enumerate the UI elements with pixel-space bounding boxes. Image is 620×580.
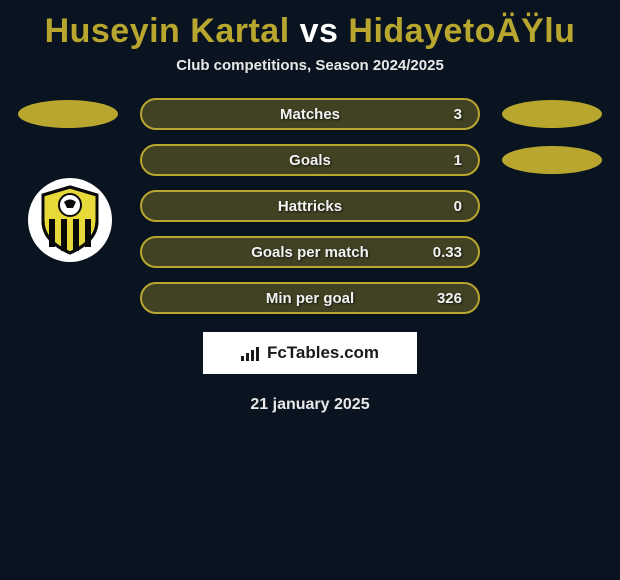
stat-row: Matches 3 [0, 98, 620, 130]
brand-box[interactable]: FcTables.com [203, 332, 417, 374]
left-pill-placeholder [18, 192, 118, 220]
comparison-title: Huseyin Kartal vs HidayetoÄŸlu [0, 0, 620, 57]
player2-name: HidayetoÄŸlu [348, 12, 575, 50]
stat-label: Goals [208, 152, 412, 169]
vs-text: vs [300, 12, 339, 50]
left-pill-placeholder [18, 146, 118, 174]
stat-value: 0.33 [412, 244, 462, 261]
left-pill [18, 100, 118, 128]
right-pill [502, 100, 602, 128]
left-pill-placeholder [18, 238, 118, 266]
stat-value: 3 [412, 106, 462, 123]
stat-bar-mpg: Min per goal 326 [140, 282, 480, 314]
stat-label: Matches [208, 106, 412, 123]
stat-bar-gpm: Goals per match 0.33 [140, 236, 480, 268]
stat-bar-hattricks: Hattricks 0 [140, 190, 480, 222]
stat-row: Min per goal 326 [0, 282, 620, 314]
stat-bar-goals: Goals 1 [140, 144, 480, 176]
bar-chart-icon [241, 345, 261, 361]
date-text: 21 january 2025 [0, 396, 620, 414]
stat-row: Goals 1 [0, 144, 620, 176]
player1-name: Huseyin Kartal [45, 12, 290, 50]
left-pill-placeholder [18, 284, 118, 312]
right-pill-placeholder [502, 238, 602, 266]
stat-row: Hattricks 0 [0, 190, 620, 222]
stat-value: 0 [412, 198, 462, 215]
brand-text: FcTables.com [267, 343, 379, 363]
subtitle: Club competitions, Season 2024/2025 [0, 57, 620, 74]
stat-value: 1 [412, 152, 462, 169]
stat-row: Goals per match 0.33 [0, 236, 620, 268]
stat-bar-matches: Matches 3 [140, 98, 480, 130]
stat-value: 326 [412, 290, 462, 307]
right-pill-placeholder [502, 284, 602, 312]
right-pill [502, 146, 602, 174]
stat-label: Goals per match [208, 244, 412, 261]
stat-label: Hattricks [208, 198, 412, 215]
right-pill-placeholder [502, 192, 602, 220]
stat-label: Min per goal [208, 290, 412, 307]
